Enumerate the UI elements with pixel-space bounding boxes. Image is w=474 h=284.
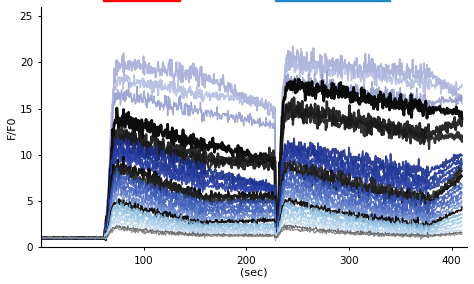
X-axis label: (sec): (sec) (240, 267, 268, 277)
Y-axis label: F/F0: F/F0 (7, 115, 17, 139)
